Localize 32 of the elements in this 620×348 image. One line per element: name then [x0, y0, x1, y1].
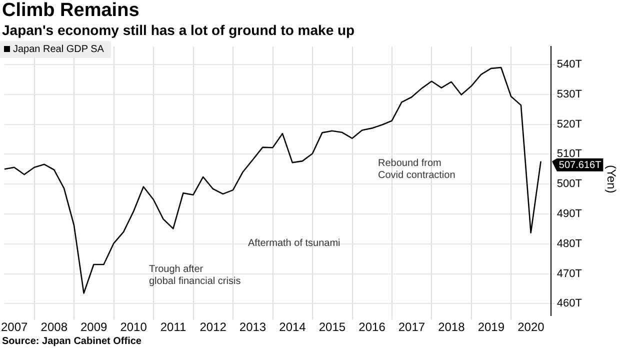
- y-tick-label: 490T: [556, 208, 582, 220]
- y-tick-label: 500T: [556, 178, 582, 190]
- source-note: Source: Japan Cabinet Office: [2, 336, 142, 347]
- x-tick-label: 2007: [0, 320, 28, 334]
- y-tick-label: 540T: [556, 58, 582, 71]
- annotation: 507.616T: [558, 160, 602, 172]
- annotation: Rebound from Covid contraction: [378, 158, 456, 182]
- y-axis-title: (Yen): [604, 164, 619, 194]
- legend-label: Japan Real GDP SA: [13, 44, 104, 55]
- x-tick-label: 2016: [358, 320, 386, 334]
- y-tick-label: 480T: [556, 238, 582, 250]
- annotation: Aftermath of tsunami: [248, 238, 340, 250]
- x-tick-label: 2013: [239, 320, 266, 334]
- x-tick-label: 2008: [40, 320, 68, 334]
- x-tick-label: 2009: [80, 320, 108, 334]
- y-tick-label: 470T: [556, 268, 582, 280]
- x-tick-label: 2010: [120, 320, 148, 334]
- y-tick-label: 510T: [556, 148, 582, 160]
- y-tick-label: 460T: [556, 298, 582, 310]
- x-tick-label: 2014: [279, 320, 306, 334]
- annotation: Trough after global financial crisis: [149, 264, 241, 288]
- y-tick-label: 520T: [556, 118, 582, 130]
- chart-title: Climb Remains: [2, 0, 140, 22]
- x-tick-label: 2012: [200, 320, 227, 334]
- chart-subtitle: Japan's economy still has a lot of ground to make up: [2, 22, 355, 38]
- x-tick-label: 2017: [398, 320, 426, 334]
- x-tick-label: 2018: [438, 320, 466, 334]
- x-tick-label: 2020: [518, 320, 545, 334]
- y-tick-label: 530T: [556, 88, 582, 100]
- x-tick-label: 2011: [160, 320, 187, 334]
- x-tick-label: 2019: [478, 320, 505, 334]
- x-tick-label: 2015: [318, 320, 346, 334]
